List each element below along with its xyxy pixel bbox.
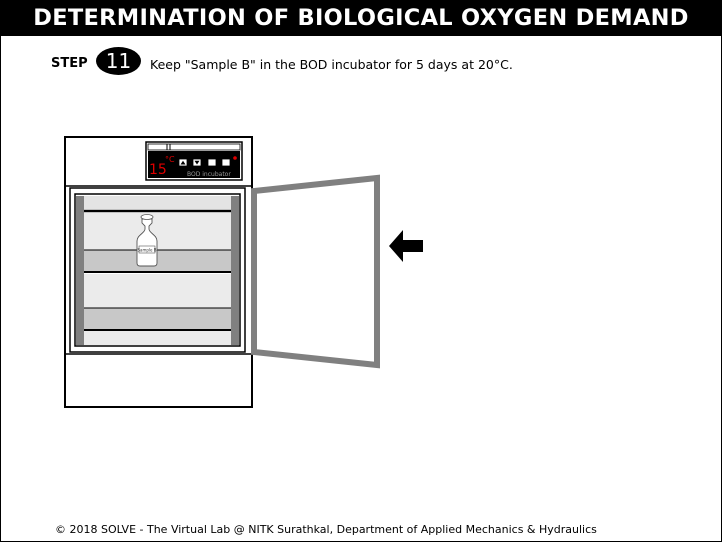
incubator-door[interactable] <box>251 174 380 369</box>
page-title: DETERMINATION OF BIOLOGICAL OXYGEN DEMAN… <box>0 0 722 36</box>
footer-copyright: © 2018 SOLVE - The Virtual Lab @ NITK Su… <box>55 523 597 536</box>
step-label: STEP <box>51 56 88 71</box>
step-number-badge: 11 <box>96 47 141 75</box>
panel-button-1[interactable] <box>207 158 217 167</box>
sample-b-bottle[interactable]: Sample B <box>136 214 158 267</box>
left-arrow-icon[interactable] <box>389 230 423 262</box>
down-arrow-icon <box>194 160 200 165</box>
up-arrow-icon <box>180 160 186 165</box>
temperature-unit: °C <box>165 155 175 164</box>
bottle-label: Sample B <box>137 248 156 253</box>
step-instruction: Keep "Sample B" in the BOD incubator for… <box>150 57 513 72</box>
incubator-chamber <box>69 187 246 353</box>
control-panel: 15 °C BOD incubator <box>145 141 243 181</box>
power-led-icon <box>233 156 237 160</box>
panel-button-2[interactable] <box>221 158 231 167</box>
panel-label: BOD incubator <box>187 171 231 178</box>
temperature-display: 15 <box>149 162 167 178</box>
